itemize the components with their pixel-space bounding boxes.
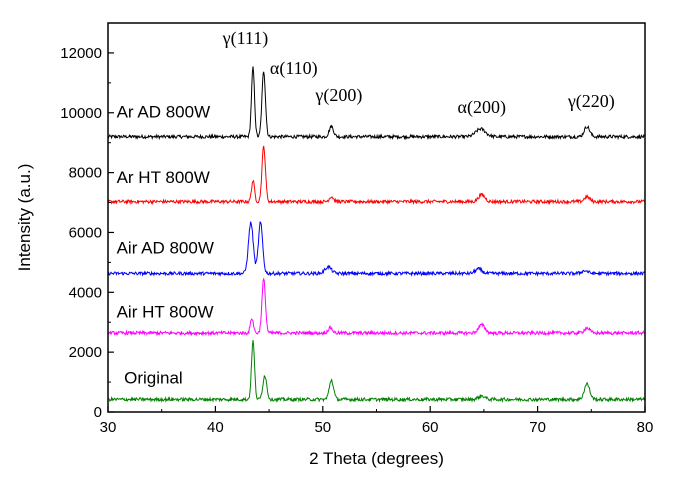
series-line-2 <box>107 221 646 277</box>
y-tick-label: 10000 <box>60 105 102 122</box>
y-tick-label: 4000 <box>69 284 102 301</box>
plot-frame <box>107 22 646 413</box>
x-tick-label: 60 <box>422 419 439 436</box>
y-tick-label: 2000 <box>69 344 102 361</box>
x-tick-label: 70 <box>529 419 546 436</box>
peak-label-3: α(200) <box>458 97 506 118</box>
series-label-1: Ar HT 800W <box>117 168 210 187</box>
y-tick-label: 8000 <box>69 165 102 182</box>
series-line-3 <box>107 277 646 337</box>
series-label-0: Ar AD 800W <box>117 102 211 121</box>
peak-label-1: α(110) <box>270 58 318 79</box>
y-tick-label: 6000 <box>69 224 102 241</box>
peak-label-4: γ(220) <box>567 91 615 112</box>
series-line-1 <box>107 145 646 206</box>
series-line-0 <box>107 66 646 141</box>
x-tick-label: 30 <box>100 419 117 436</box>
peak-label-2: γ(200) <box>314 85 362 106</box>
x-tick-label: 40 <box>207 419 224 436</box>
y-tick-label: 12000 <box>60 45 102 62</box>
tick-layer: 30 40 50 60 70 80 0 2000 4000 6000 8000 10000 12000 <box>60 45 653 436</box>
series-layer <box>107 66 646 404</box>
x-tick-label: 50 <box>314 419 331 436</box>
peak-label-0: γ(111) <box>222 28 269 49</box>
series-label-3: Air HT 800W <box>117 303 214 322</box>
x-tick-label: 80 <box>637 419 654 436</box>
series-label-4: Original <box>124 369 183 388</box>
x-axis-title: 2 Theta (degrees) <box>309 449 444 468</box>
series-label-2: Air AD 800W <box>117 238 214 257</box>
label-layer: Ar AD 800W Ar HT 800W Air AD 800W Air HT 80… <box>117 28 615 388</box>
y-axis-title: Intensity (a.u.) <box>15 164 34 272</box>
y-tick-label: 0 <box>94 404 102 421</box>
series-line-4 <box>107 340 646 404</box>
